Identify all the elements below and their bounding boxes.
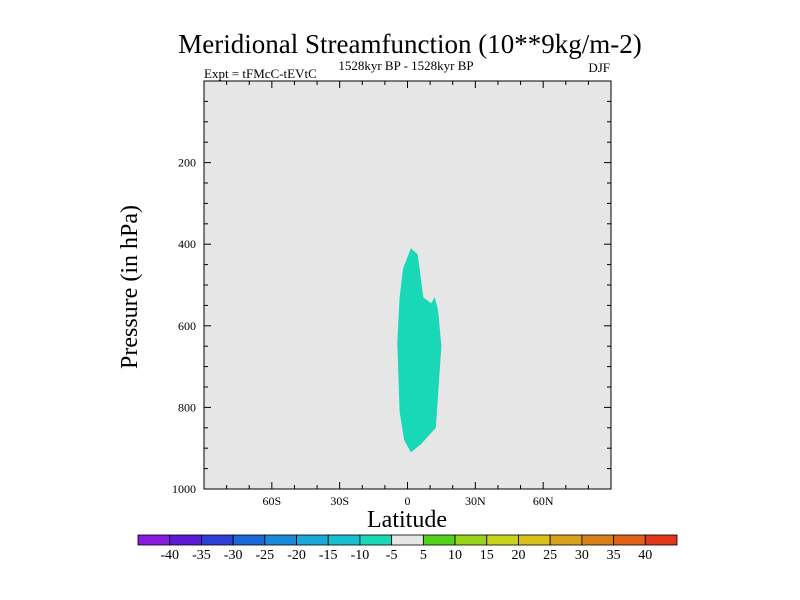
colorbar-box <box>327 534 361 546</box>
y-tick-label: 200 <box>178 156 196 170</box>
colorbar-box <box>422 534 456 546</box>
colorbar-label: 25 <box>543 548 557 563</box>
colorbar-box <box>613 534 646 546</box>
colorbar-box <box>644 534 678 546</box>
colorbar-box <box>201 534 234 546</box>
colorbar-label: -15 <box>319 548 338 563</box>
x-tick-label: 60S <box>262 494 281 508</box>
subtitle-period: 1528kyr BP - 1528kyr BP <box>338 58 473 73</box>
colorbar: -40 -35 -30 -25 -20 -15 -10 -5 5 10 15 20 25 30 35 40 <box>137 534 678 563</box>
colorbar-box <box>391 534 424 546</box>
colorbar-label: 10 <box>448 548 462 563</box>
colorbar-box <box>454 534 488 546</box>
x-tick-label: 30N <box>465 494 486 508</box>
colorbar-box <box>581 534 614 546</box>
chart-title: Meridional Streamfunction (10**9kg/m-2) <box>178 29 641 59</box>
subtitle-season: DJF <box>588 60 610 75</box>
x-axis-title: Latitude <box>367 507 447 533</box>
colorbar-label: 15 <box>480 548 494 563</box>
colorbar-box <box>518 534 551 546</box>
x-tick-label: 60N <box>533 494 554 508</box>
colorbar-box <box>169 534 202 546</box>
y-tick-label: 600 <box>178 319 196 333</box>
colorbar-label: -5 <box>386 548 398 563</box>
colorbar-label: -25 <box>255 548 274 563</box>
filled-contour-region <box>397 248 442 453</box>
subtitle-experiment: Expt = tFMcC-tEVtC <box>204 66 317 81</box>
axis-ticks: 200 400 600 800 1000 60S 30S 0 30N 60N <box>172 81 611 508</box>
colorbar-label: -35 <box>192 548 211 563</box>
colorbar-label: -20 <box>287 548 306 563</box>
colorbar-box <box>486 534 519 546</box>
colorbar-label: -40 <box>160 548 179 563</box>
colorbar-box <box>232 534 266 546</box>
y-tick-label: 1000 <box>172 482 196 496</box>
colorbar-box <box>137 534 171 546</box>
colorbar-label: 5 <box>420 548 427 563</box>
y-tick-label: 800 <box>178 400 196 414</box>
colorbar-box <box>296 534 329 546</box>
colorbar-label: 40 <box>638 548 652 563</box>
x-tick-label: 0 <box>405 494 411 508</box>
colorbar-label: 35 <box>607 548 621 563</box>
y-tick-label: 400 <box>178 237 196 251</box>
x-tick-label: 30S <box>330 494 349 508</box>
colorbar-box <box>359 534 393 546</box>
colorbar-label: 20 <box>511 548 525 563</box>
colorbar-label: -30 <box>224 548 243 563</box>
colorbar-label: 30 <box>575 548 589 563</box>
colorbar-box <box>549 534 583 546</box>
y-axis-title: Pressure (in hPa) <box>117 205 143 369</box>
colorbar-box <box>264 534 297 546</box>
colorbar-label: -10 <box>351 548 370 563</box>
